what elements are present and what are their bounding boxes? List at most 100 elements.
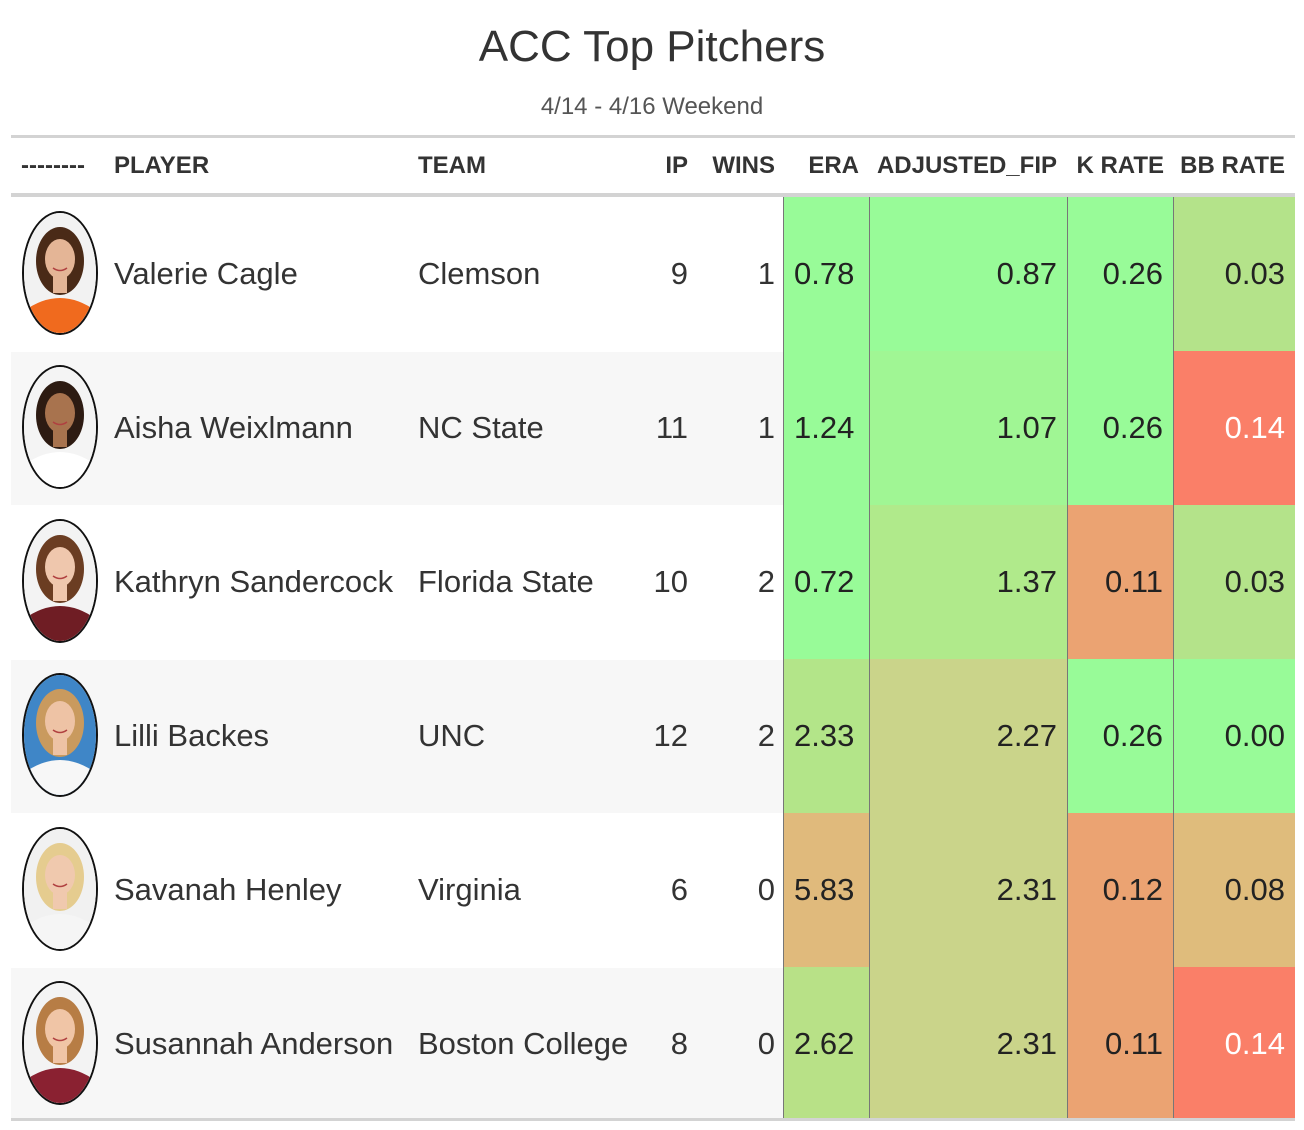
smile-shape [52, 421, 68, 426]
player-photo-orange-jersey-icon [22, 211, 98, 335]
bb-rate-cell: 0.08 [1174, 813, 1295, 967]
table-body: Valerie Cagle Clemson 9 1 0.78 0.87 0.26 0.03 Ai… [11, 197, 1295, 1121]
team-name: NC State [418, 410, 544, 445]
player-name: Susannah Anderson [114, 1026, 394, 1061]
pitchers-table: -------- PLAYER TEAM IP WINS ERA ADJUSTE… [11, 135, 1295, 1123]
neck-shape [53, 275, 67, 293]
adjusted-fip-cell: 1.07 [870, 351, 1067, 505]
era-cell: 0.78 [784, 197, 869, 351]
column-header-bb-rate: BB RATE [1180, 152, 1285, 179]
table-subtitle: 4/14 - 4/16 Weekend [540, 93, 764, 120]
bb-rate-cell: 0.00 [1174, 659, 1295, 813]
smile-shape [52, 883, 68, 888]
face-shape [45, 547, 75, 587]
era-cell: 5.83 [784, 813, 869, 967]
column-header-player: PLAYER [114, 152, 210, 179]
wins-value: 2 [757, 718, 775, 753]
adjusted-fip-value: 0.87 [996, 256, 1057, 291]
bb-rate-cell: 0.14 [1174, 351, 1295, 505]
bb-rate-cell: 0.14 [1174, 967, 1295, 1121]
column-header-ip: IP [665, 152, 688, 179]
innings-pitched-value: 8 [670, 1026, 688, 1061]
player-name: Savanah Henley [114, 872, 342, 907]
era-cell: 2.33 [784, 659, 869, 813]
column-header-photo: -------- [21, 152, 85, 179]
innings-pitched-value: 12 [653, 718, 688, 753]
smile-shape [52, 729, 68, 734]
column-divider [869, 197, 870, 1119]
k-rate-value: 0.26 [1102, 256, 1163, 291]
adjusted-fip-cell: 2.31 [870, 813, 1067, 967]
bb-rate-value: 0.14 [1224, 410, 1285, 445]
player-name: Lilli Backes [114, 718, 270, 753]
column-header-team: TEAM [418, 152, 486, 179]
k-rate-value: 0.26 [1102, 718, 1163, 753]
era-value: 2.62 [794, 1026, 855, 1061]
era-value: 0.72 [794, 564, 855, 599]
era-value: 2.33 [794, 718, 855, 753]
team-name: UNC [418, 718, 486, 753]
player-photo-white-jersey-icon [22, 365, 98, 489]
era-value: 0.78 [794, 256, 855, 291]
innings-pitched-value: 11 [655, 410, 688, 445]
player-photo [24, 367, 96, 487]
k-rate-value: 0.11 [1104, 564, 1163, 599]
table-row: Lilli Backes UNC 12 2 2.33 2.27 0.26 0.00 [11, 659, 1295, 813]
jersey-shape [24, 298, 96, 333]
player-photo-maroon-jersey-icon [22, 981, 98, 1105]
face-shape [45, 393, 75, 433]
bb-rate-value: 0.08 [1224, 872, 1285, 907]
adjusted-fip-cell: 0.87 [870, 197, 1067, 351]
bb-rate-cell: 0.03 [1174, 197, 1295, 351]
table-title: ACC Top Pitchers [478, 22, 826, 71]
innings-pitched-value: 9 [670, 256, 688, 291]
adjusted-fip-cell: 2.27 [870, 659, 1067, 813]
face-shape [45, 701, 75, 741]
column-header-k-rate: K RATE [1076, 152, 1164, 179]
adjusted-fip-value: 2.31 [996, 872, 1057, 907]
player-photo [24, 521, 96, 641]
column-divider [783, 197, 784, 1119]
smile-shape [52, 1037, 68, 1042]
team-name: Florida State [418, 564, 594, 599]
k-rate-cell: 0.12 [1068, 813, 1173, 967]
k-rate-cell: 0.26 [1068, 197, 1173, 351]
face-shape [45, 855, 75, 895]
neck-shape [53, 1045, 67, 1063]
table-row: Valerie Cagle Clemson 9 1 0.78 0.87 0.26 0.03 [11, 197, 1295, 351]
jersey-shape [24, 1068, 96, 1103]
adjusted-fip-value: 2.31 [996, 1026, 1057, 1061]
k-rate-cell: 0.26 [1068, 659, 1173, 813]
era-cell: 0.72 [784, 505, 869, 659]
wins-value: 2 [757, 564, 775, 599]
bb-rate-value: 0.03 [1224, 564, 1285, 599]
column-divider [1173, 197, 1174, 1119]
table-row: Savanah Henley Virginia 6 0 5.83 2.31 0.12 0.08 [11, 813, 1295, 967]
player-photo [24, 829, 96, 949]
team-name: Virginia [418, 872, 521, 907]
adjusted-fip-value: 2.27 [996, 718, 1057, 753]
table-row: Kathryn Sandercock Florida State 10 2 0.72 1.… [11, 505, 1295, 659]
face-shape [45, 1009, 75, 1049]
k-rate-value: 0.12 [1102, 872, 1163, 907]
smile-shape [52, 575, 68, 580]
table-bottom-rule [11, 1118, 1295, 1121]
era-value: 1.24 [794, 410, 855, 445]
wins-value: 0 [757, 872, 775, 907]
player-name: Kathryn Sandercock [114, 564, 394, 599]
bb-rate-value: 0.14 [1224, 1026, 1285, 1061]
jersey-shape [24, 452, 96, 487]
player-photo-garnet-jersey-icon [22, 519, 98, 643]
wins-value: 0 [757, 1026, 775, 1061]
adjusted-fip-value: 1.37 [996, 564, 1057, 599]
player-photo [24, 675, 96, 795]
neck-shape [53, 583, 67, 601]
column-divider [1067, 197, 1068, 1119]
era-cell: 1.24 [784, 351, 869, 505]
player-photo [24, 983, 96, 1103]
player-name: Valerie Cagle [114, 256, 298, 291]
column-header-era: ERA [808, 152, 859, 179]
k-rate-cell: 0.26 [1068, 351, 1173, 505]
k-rate-cell: 0.11 [1068, 505, 1173, 659]
era-cell: 2.62 [784, 967, 869, 1121]
